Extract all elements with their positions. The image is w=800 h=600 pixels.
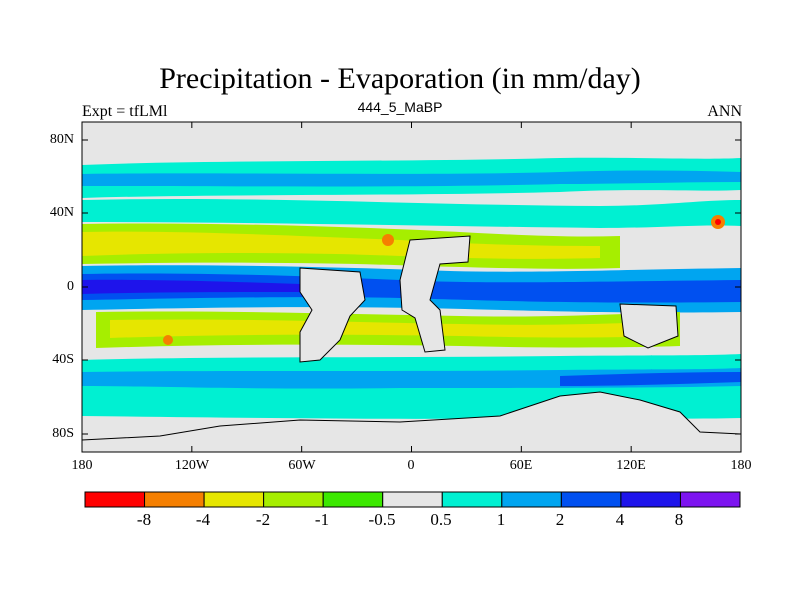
equatorial-moist-peak <box>82 279 300 294</box>
lon-tick-label: 60E <box>509 458 533 473</box>
colorbar-label: -2 <box>255 510 271 529</box>
colorbar-swatch <box>144 491 205 508</box>
lat-tick-label: 0 <box>67 279 74 294</box>
lon-tick-label: 60W <box>288 458 316 473</box>
colorbar-swatch <box>322 491 384 508</box>
axis-ticks <box>81 122 742 452</box>
colorbar-swatch <box>620 491 681 508</box>
south-midlat-moist-peak <box>560 372 741 386</box>
south-america-landmass <box>299 267 366 363</box>
lat-tick-label: 40S <box>52 352 74 367</box>
lon-tick-label: 120E <box>616 458 646 473</box>
colorbar-label: -1 <box>314 510 330 529</box>
colorbar-label: 4 <box>615 510 625 529</box>
lon-tick-label: 180 <box>730 458 752 473</box>
colorbar-label: 8 <box>674 510 684 529</box>
lat-tick-label: 40N <box>49 205 74 220</box>
australia-landmass <box>619 303 679 349</box>
lon-tick-label: 180 <box>71 458 93 473</box>
colorbar-swatch <box>441 491 503 508</box>
antarctica-landmass <box>82 391 741 452</box>
colorbar-swatch <box>679 491 741 508</box>
arctic-moist-core <box>82 170 741 187</box>
plot-subtitle: 444_5_MaBP <box>357 99 443 115</box>
experiment-label: Expt = tfLMl <box>82 103 168 120</box>
colorbar-swatch <box>203 491 265 508</box>
north-midlat-moist-band <box>82 198 741 228</box>
lon-tick-label: 120W <box>174 458 210 473</box>
colorbar <box>84 491 741 508</box>
map-field <box>82 122 741 452</box>
south-subtropic-dry-core <box>110 319 660 338</box>
colorbar-swatch <box>382 491 443 508</box>
africa-landmass <box>399 235 471 353</box>
lat-tick-label: 80S <box>52 426 74 441</box>
lon-tick-label: 0 <box>407 458 415 473</box>
colorbar-label: -8 <box>136 510 152 529</box>
colorbar-label: -0.5 <box>368 510 396 529</box>
colorbar-label: -4 <box>195 510 211 529</box>
colorbar-swatch <box>501 491 562 508</box>
colorbar-swatch <box>560 491 622 508</box>
north-subtropic-dry-core <box>82 231 600 259</box>
dry-spot-southeast-pacific <box>163 335 173 345</box>
colorbar-swatch <box>84 491 146 508</box>
season-label: ANN <box>707 103 742 120</box>
colorbar-label: 0.5 <box>430 510 452 529</box>
dry-spot-arabia <box>382 234 394 246</box>
plot-title: Precipitation - Evaporation (in mm/day) <box>159 62 641 95</box>
lat-tick-label: 80N <box>49 132 74 147</box>
colorbar-swatch <box>263 491 324 508</box>
dry-peak-northwest-pacific <box>715 219 721 225</box>
colorbar-label: 2 <box>555 510 565 529</box>
colorbar-label: 1 <box>496 510 506 529</box>
